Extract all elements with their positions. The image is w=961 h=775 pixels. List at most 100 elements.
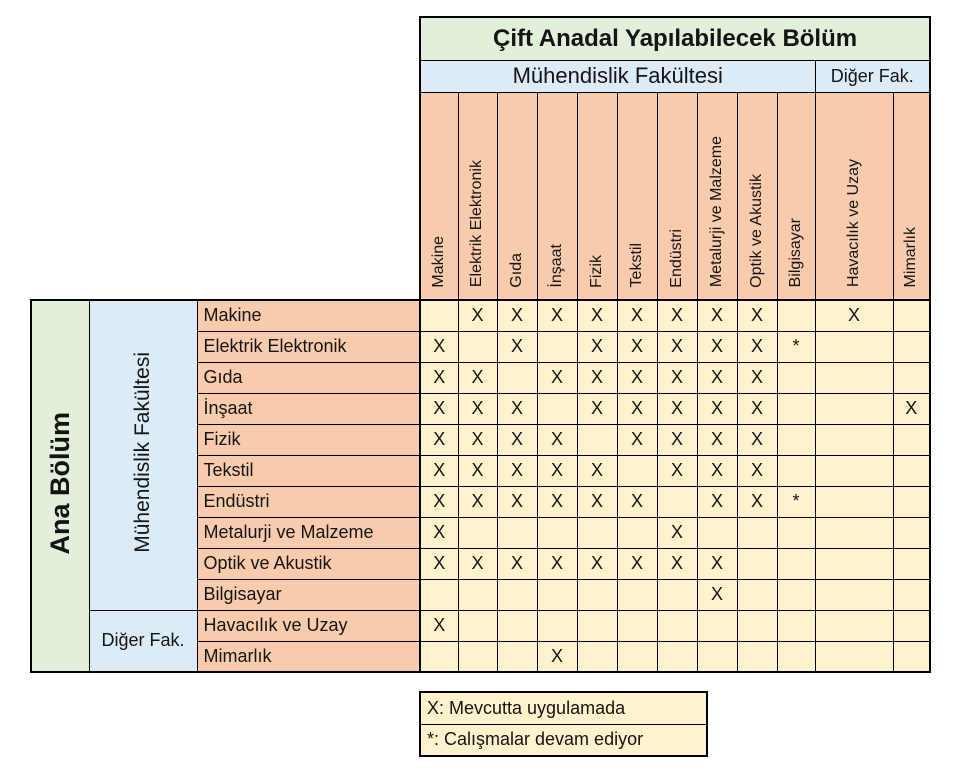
matrix-cell-r5c9: X (736, 423, 778, 456)
column-header-6: Tekstil (616, 91, 658, 302)
matrix-cell-r1c8: X (696, 299, 738, 332)
column-header-label: Gıda (507, 252, 525, 288)
matrix-cell-r2c10: * (776, 330, 816, 363)
row-label-10: Bilgisayar (196, 578, 422, 611)
matrix-cell-r2c4 (536, 330, 578, 363)
matrix-cell-r4c10 (776, 392, 816, 425)
matrix-cell-r8c8 (696, 516, 738, 549)
matrix-cell-r12c1 (419, 640, 459, 673)
matrix-cell-r11c4 (536, 609, 578, 642)
matrix-cell-r12c12 (892, 640, 931, 673)
matrix-cell-r2c2 (457, 330, 498, 363)
matrix-cell-r6c4: X (536, 454, 578, 487)
row-header-row-8: Metalurji ve Malzeme (31, 516, 422, 549)
matrix-cell-r8c6 (616, 516, 658, 549)
matrix-cell-r9c1: X (419, 547, 459, 580)
matrix-cell-r11c6 (616, 609, 658, 642)
matrix-cell-r1c5: X (576, 299, 618, 332)
matrix-cell-r12c8 (696, 640, 738, 673)
column-header-3: Gıda (496, 91, 538, 302)
matrix-cell-r9c2: X (457, 547, 498, 580)
matrix-cell-r3c6: X (616, 361, 658, 394)
column-header-label: İnşaat (547, 243, 565, 288)
matrix-cell-r5c3: X (496, 423, 538, 456)
column-header-label: Mimarlık (902, 227, 920, 288)
matrix-cell-r3c9: X (736, 361, 778, 394)
matrix-cell-r4c1: X (419, 392, 459, 425)
column-header-label: Metalurji ve Malzeme (707, 136, 725, 288)
matrix-cell-r8c10 (776, 516, 816, 549)
column-header-11: Havacılık ve Uzay (814, 91, 894, 302)
matrix-cell-r8c9 (736, 516, 778, 549)
matrix-cell-r10c8: X (696, 578, 738, 611)
matrix-cell-r7c1: X (419, 485, 459, 518)
matrix-cell-r8c1: X (419, 516, 459, 549)
matrix-cell-r10c1 (419, 578, 459, 611)
column-header-label: Makine (430, 235, 448, 288)
matrix-cell-r9c6: X (616, 547, 658, 580)
row-header-table: Ana Bölüm Mühendislik Fakültesi Makine Elek… (30, 299, 422, 673)
matrix-cell-r5c6: X (616, 423, 658, 456)
matrix-cell-r9c8: X (696, 547, 738, 580)
matrix-cell-r12c5 (576, 640, 618, 673)
row-header-row-5: Fizik (31, 423, 422, 456)
column-header-label: Tekstil (627, 243, 645, 288)
matrix-cell-r4c2: X (457, 392, 498, 425)
matrix-cell-r5c8: X (696, 423, 738, 456)
matrix-cell-r12c4: X (536, 640, 578, 673)
matrix-cell-r7c9: X (736, 485, 778, 518)
matrix-cell-r6c7: X (656, 454, 698, 487)
matrix-cell-r5c1: X (419, 423, 459, 456)
matrix-cell-r3c11 (814, 361, 894, 394)
matrix-cell-r6c11 (814, 454, 894, 487)
matrix-cell-r9c11 (814, 547, 894, 580)
matrix-cell-r2c1: X (419, 330, 459, 363)
matrix-cell-r9c7: X (656, 547, 698, 580)
column-header-12: Mimarlık (892, 91, 931, 302)
column-header-label: Endüstri (667, 228, 685, 288)
column-header-table: Çift Anadal Yapılabilecek Bölüm Mühendis… (419, 16, 932, 303)
row-label-8: Metalurji ve Malzeme (196, 516, 422, 549)
matrix-cell-r7c11 (814, 485, 894, 518)
matrix-cell-r9c5: X (576, 547, 618, 580)
matrix-cell-r2c6: X (616, 330, 658, 363)
row-group-engineering-label: Mühendislik Fakültesi (130, 352, 154, 554)
column-header-2: Elektrik Elektronik (457, 91, 498, 302)
matrix-cell-r4c12: X (892, 392, 931, 425)
column-header-label: Elektrik Elektronik (468, 160, 486, 288)
matrix-row-2: X X X X X X X * (419, 330, 931, 363)
row-label-9: Optik ve Akustik (196, 547, 422, 580)
col-group-engineering: Mühendislik Fakültesi (419, 59, 816, 93)
row-header-row-6: Tekstil (31, 454, 422, 487)
row-label-11: Havacılık ve Uzay (196, 609, 422, 642)
matrix-cell-r8c2 (457, 516, 498, 549)
matrix-cell-r11c1: X (419, 609, 459, 642)
row-header-row-1: Ana Bölüm Mühendislik Fakültesi Makine (30, 299, 422, 673)
matrix-cell-r7c3: X (496, 485, 538, 518)
matrix-cell-r6c6 (616, 454, 658, 487)
row-label-7: Endüstri (196, 485, 422, 518)
column-headers-row: Makine Elektrik Elektronik Gıda İnşaat Fizik… (419, 91, 931, 302)
column-header-8: Metalurji ve Malzeme (696, 91, 738, 302)
matrix-cell-r10c2 (457, 578, 498, 611)
matrix-cell-r11c8 (696, 609, 738, 642)
row-label-4: İnşaat (196, 392, 422, 425)
matrix-cell-r6c1: X (419, 454, 459, 487)
matrix-cell-r10c5 (576, 578, 618, 611)
column-header-label: Fizik (587, 254, 605, 288)
matrix-cell-r9c10 (776, 547, 816, 580)
matrix-cell-r10c11 (814, 578, 894, 611)
legend-row-1: X: Mevcutta uygulamada (419, 691, 708, 725)
matrix-cell-r5c11 (814, 423, 894, 456)
matrix-cell-r7c2: X (457, 485, 498, 518)
legend-row-2: *: Calışmalar devam ediyor (419, 723, 708, 757)
column-header-1: Makine (419, 91, 459, 302)
matrix-cell-r4c9: X (736, 392, 778, 425)
matrix-cell-r12c9 (736, 640, 778, 673)
matrix-cell-r6c8: X (696, 454, 738, 487)
